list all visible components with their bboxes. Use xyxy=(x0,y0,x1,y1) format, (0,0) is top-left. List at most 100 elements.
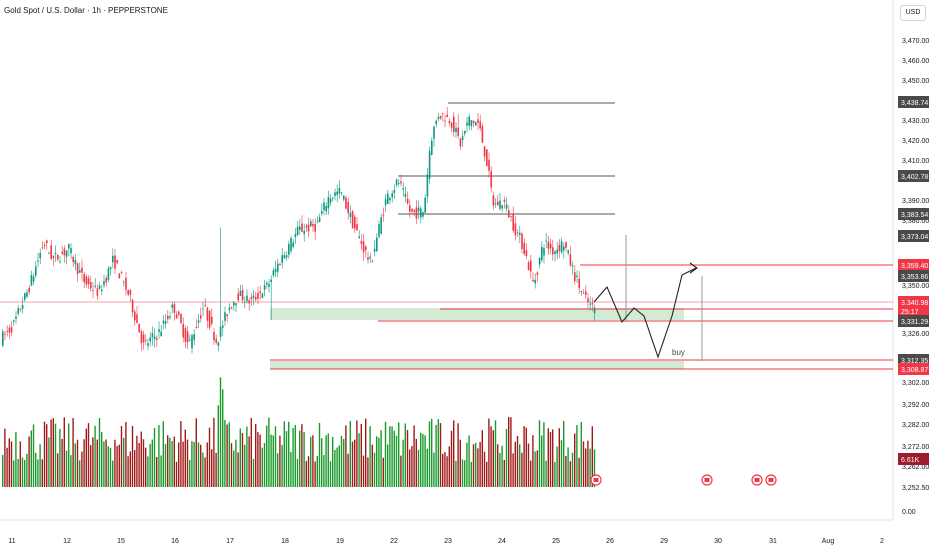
candle-body xyxy=(334,192,336,197)
candle-body xyxy=(574,272,576,282)
buy-annotation: buy xyxy=(672,348,685,357)
candle-body xyxy=(200,315,202,319)
candle-body xyxy=(477,119,479,123)
volume-bar xyxy=(332,436,334,487)
volume-bar xyxy=(61,438,63,487)
candle-body xyxy=(46,240,48,244)
y-tick-label: 3,390.00 xyxy=(902,198,929,205)
volume-bar xyxy=(545,460,547,487)
volume-bar xyxy=(63,417,65,487)
candle-body xyxy=(422,212,424,217)
candle-body xyxy=(576,275,578,277)
volume-bar xyxy=(314,461,316,487)
price-tag xyxy=(898,230,929,242)
volume-bar xyxy=(246,426,248,487)
candle-body xyxy=(446,114,448,118)
volume-bar xyxy=(549,432,552,487)
volume-bar xyxy=(123,437,125,487)
volume-bar xyxy=(345,425,347,487)
volume-bar xyxy=(516,436,519,487)
candle-body xyxy=(459,138,462,147)
candle-body xyxy=(277,263,279,272)
volume-bar xyxy=(261,447,263,487)
candle-body xyxy=(228,307,231,311)
volume-bar xyxy=(244,444,246,487)
candle-body xyxy=(175,314,178,319)
volume-bar xyxy=(360,423,362,487)
candle-body xyxy=(373,248,376,252)
candle-body xyxy=(327,196,330,209)
volume-bar xyxy=(65,450,68,487)
candle-body xyxy=(140,331,143,344)
candle-body xyxy=(356,224,358,231)
volume-bar xyxy=(503,459,505,487)
volume-bar xyxy=(411,446,413,487)
candle-body xyxy=(197,320,200,323)
candle-body xyxy=(301,223,303,232)
volume-bar xyxy=(406,430,409,487)
candle-body xyxy=(545,240,547,242)
candle-body xyxy=(479,121,481,129)
volume-bar xyxy=(184,429,186,487)
candle-body xyxy=(558,244,561,252)
candle-body xyxy=(8,327,11,333)
candle-body xyxy=(571,264,574,267)
volume-bar xyxy=(354,439,356,487)
volume-bar xyxy=(10,441,13,487)
candle-body xyxy=(351,211,354,229)
x-tick-label: 26 xyxy=(606,538,614,545)
volume-bar xyxy=(371,444,373,487)
volume-bar xyxy=(226,424,228,487)
volume-bar xyxy=(147,456,149,487)
volume-bar xyxy=(149,443,151,487)
volume-bar xyxy=(384,421,387,487)
volume-bar xyxy=(164,443,167,487)
candle-body xyxy=(182,323,184,338)
volume-bar xyxy=(17,458,19,487)
candle-body xyxy=(404,193,407,197)
volume-bar xyxy=(131,425,134,487)
volume-bar xyxy=(468,435,470,487)
economic-event-icon-flag xyxy=(754,478,760,482)
candle-body xyxy=(340,192,343,194)
candle-body xyxy=(226,314,228,317)
candle-body xyxy=(563,246,565,251)
volume-bar xyxy=(457,423,459,487)
volume-bar xyxy=(453,420,455,487)
volume-bar xyxy=(569,461,571,487)
volume-bar xyxy=(536,450,538,487)
candle-body xyxy=(589,303,591,305)
volume-bar xyxy=(369,426,371,487)
volume-bar xyxy=(376,436,378,487)
candle-body xyxy=(81,267,83,273)
candle-body xyxy=(41,247,44,249)
volume-bar xyxy=(327,433,329,487)
y-tick-label: 3,410.00 xyxy=(902,158,929,165)
candle-body xyxy=(329,198,332,203)
volume-bar xyxy=(90,445,92,487)
volume-bar xyxy=(43,421,46,487)
candle-body xyxy=(325,205,327,212)
candle-body xyxy=(426,174,429,197)
volume-bar xyxy=(259,434,261,487)
candle-body xyxy=(103,281,105,286)
candle-body xyxy=(19,309,22,310)
currency-button[interactable]: USD xyxy=(900,5,926,21)
volume-bar xyxy=(362,455,365,487)
volume-bar xyxy=(556,446,558,487)
candle-body xyxy=(532,279,534,282)
price-tag xyxy=(898,208,929,220)
candle-body xyxy=(316,221,319,223)
candle-body xyxy=(318,217,321,223)
x-tick-label: 11 xyxy=(8,538,15,545)
volume-bar xyxy=(288,421,290,487)
candle-body xyxy=(417,207,420,212)
candle-body xyxy=(233,302,235,306)
volume-bar xyxy=(189,459,191,487)
candle-body xyxy=(123,281,125,283)
candle-body xyxy=(213,332,215,341)
price-tag-label: 25:17 xyxy=(901,309,919,316)
volume-bar xyxy=(81,451,83,487)
volume-bar xyxy=(268,417,270,487)
